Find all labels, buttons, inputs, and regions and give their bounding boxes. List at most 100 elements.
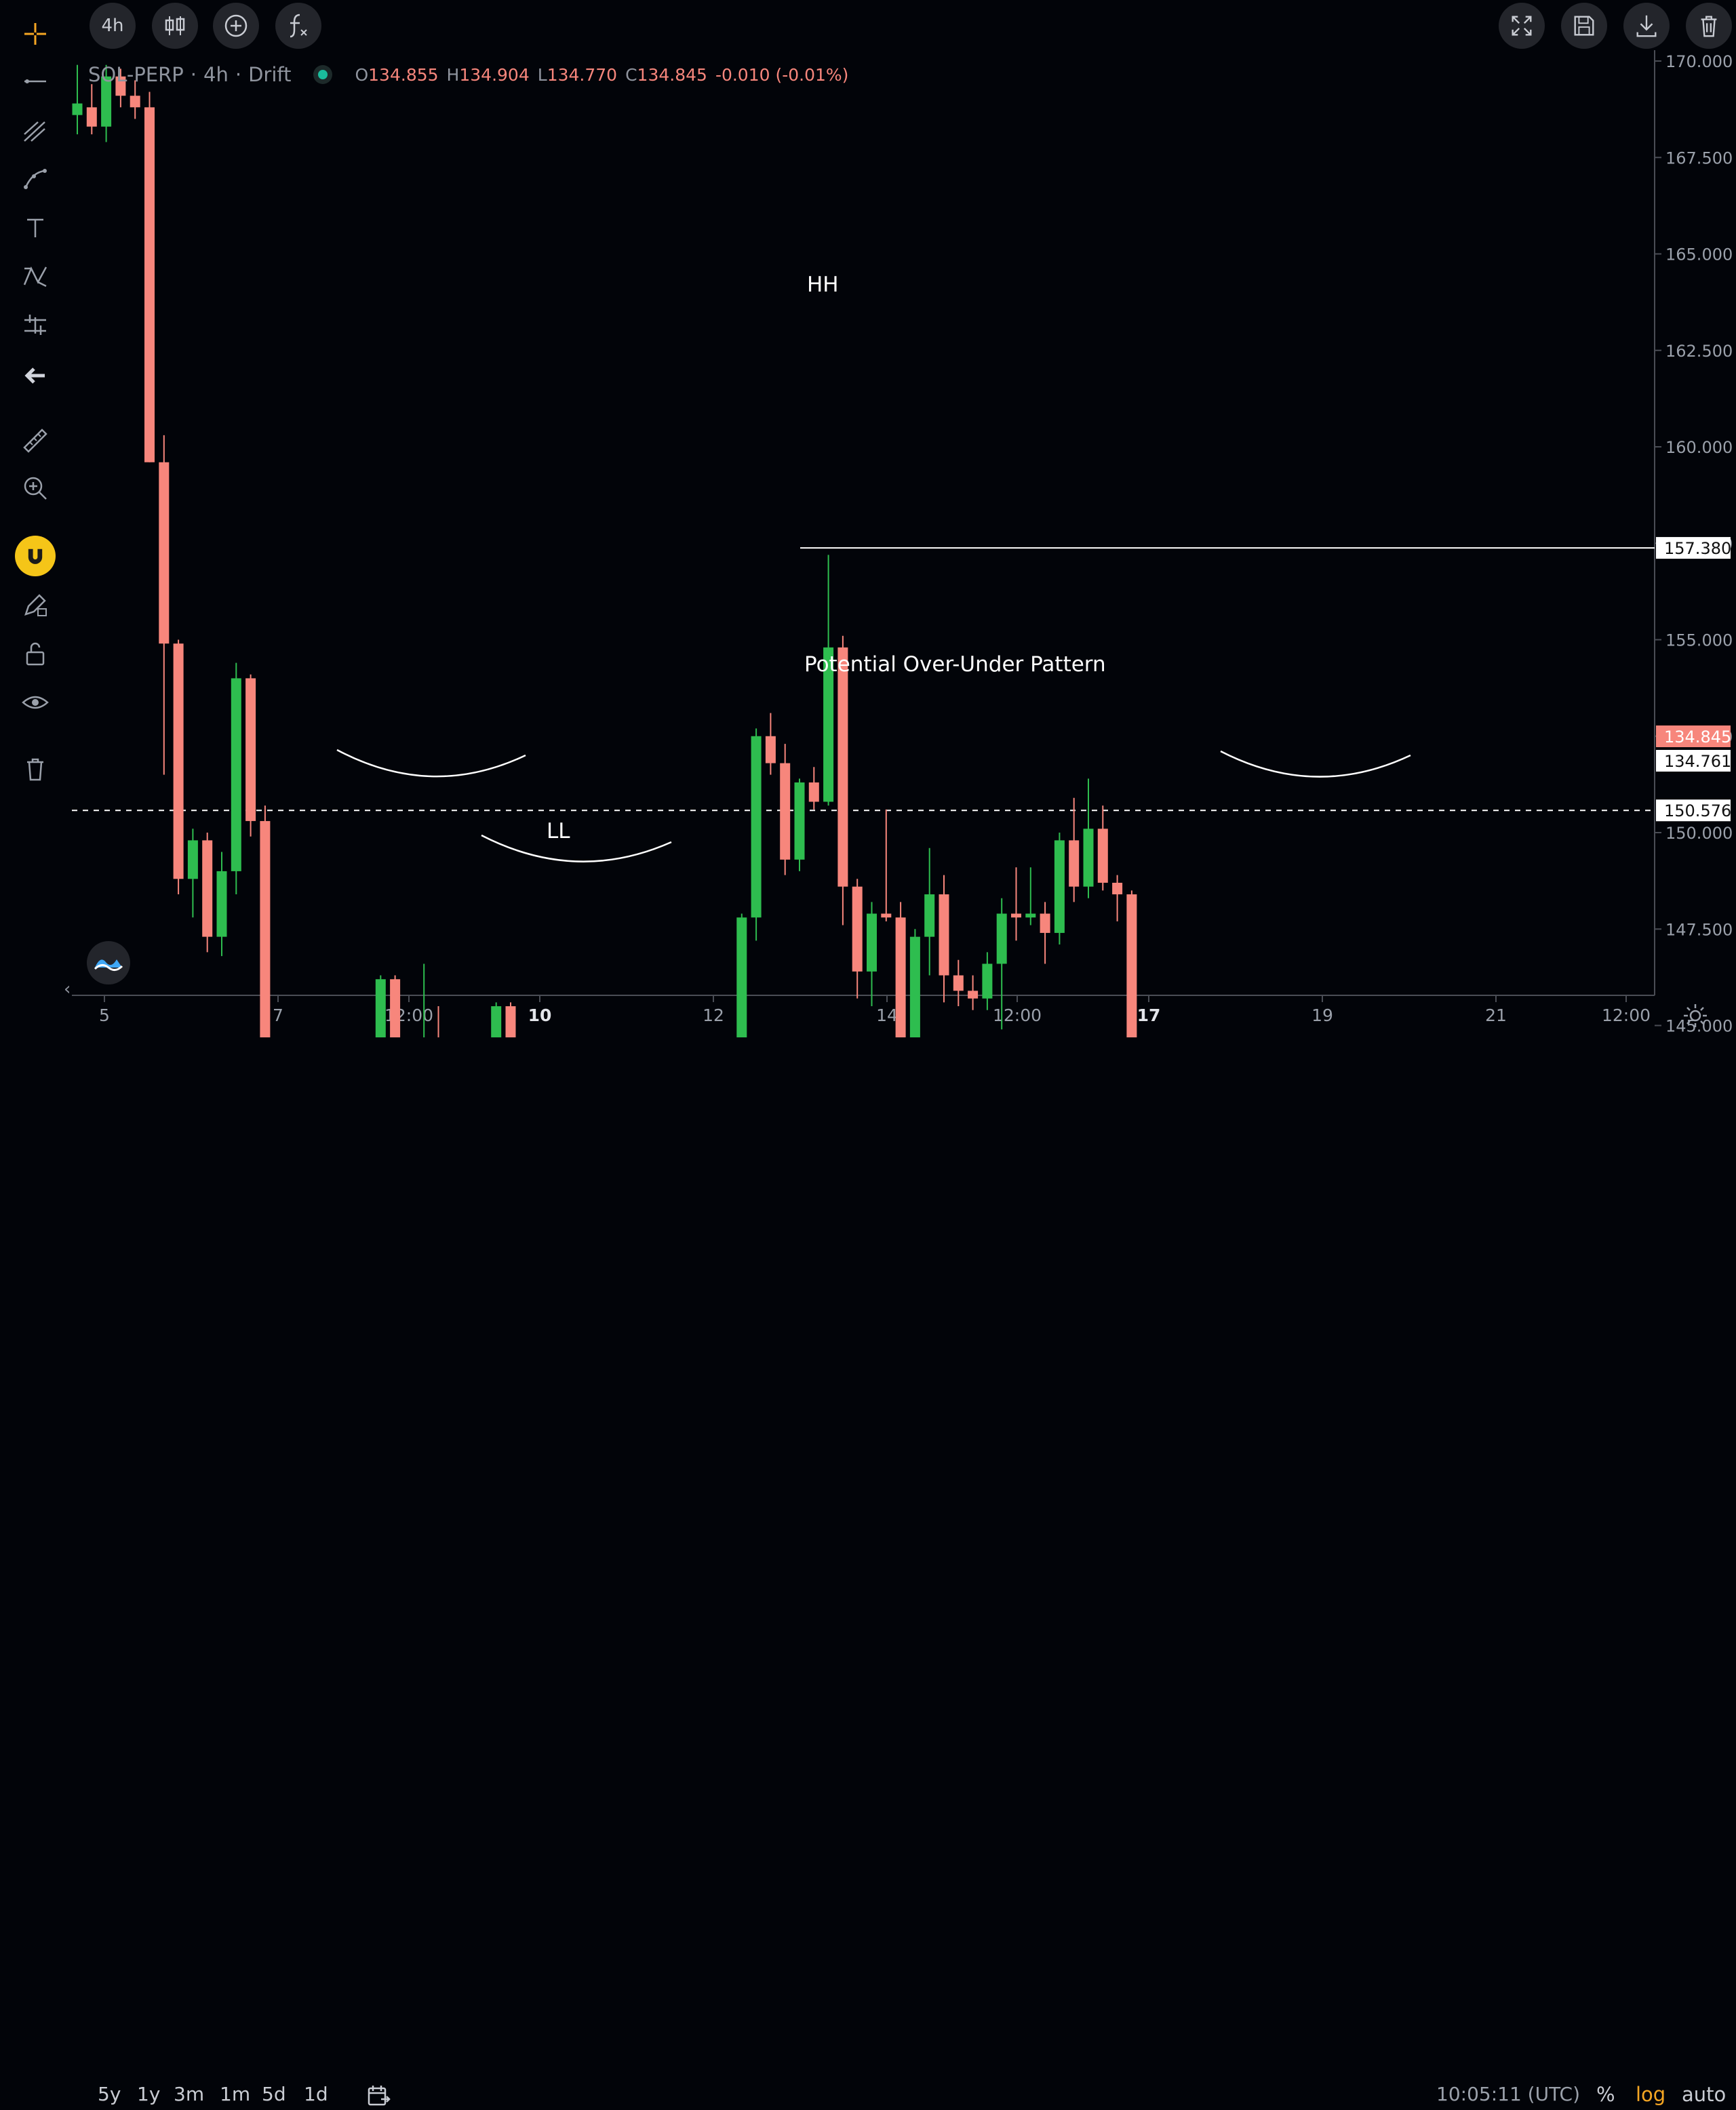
candle-body bbox=[1040, 913, 1050, 933]
pencil-lock-icon[interactable] bbox=[15, 584, 56, 625]
price-tick-label: 160.000 bbox=[1665, 438, 1733, 457]
save-icon bbox=[1574, 16, 1594, 36]
price-tick-label: 145.000 bbox=[1665, 1017, 1733, 1036]
candle-body bbox=[867, 913, 877, 972]
candle-body bbox=[202, 840, 213, 937]
pitchfork-icon[interactable] bbox=[15, 111, 56, 152]
symbol-legend: SOL-PERP · 4h · Drift O134.855 H134.904 … bbox=[88, 61, 848, 88]
candle-body bbox=[231, 678, 241, 871]
candle-body bbox=[260, 820, 271, 1037]
horizontal-line-icon[interactable] bbox=[15, 61, 56, 102]
chart-style-button[interactable] bbox=[152, 3, 198, 49]
candle-body bbox=[491, 1006, 502, 1037]
lock-icon[interactable] bbox=[15, 633, 56, 674]
legend-separator: · bbox=[235, 63, 242, 86]
low-value: L134.770 bbox=[537, 64, 618, 85]
range-1d[interactable]: 1d bbox=[304, 2083, 328, 2105]
candle-body bbox=[101, 76, 112, 127]
price-label-box bbox=[1656, 750, 1731, 772]
candle-body bbox=[1126, 894, 1137, 1037]
utc-clock[interactable]: 10:05:11 (UTC) bbox=[1436, 2083, 1581, 2105]
arrow-left-icon[interactable] bbox=[15, 355, 56, 396]
eye-icon[interactable] bbox=[15, 682, 56, 723]
price-chart[interactable]: 170.000167.500165.000162.500160.000157.5… bbox=[0, 0, 1736, 1037]
add-indicator-button[interactable] bbox=[213, 3, 259, 49]
ll-arc bbox=[481, 834, 672, 862]
price-tick-label: 162.500 bbox=[1665, 342, 1733, 361]
formula-button[interactable] bbox=[275, 3, 321, 49]
fullscreen-button[interactable] bbox=[1499, 3, 1545, 49]
time-tick-label: 12:00 bbox=[1602, 1006, 1651, 1025]
candle-body bbox=[939, 894, 949, 976]
settings-gear-icon[interactable] bbox=[1682, 1002, 1709, 1032]
auto-toggle[interactable]: auto bbox=[1682, 2083, 1727, 2106]
price-tick-label: 147.500 bbox=[1665, 920, 1733, 939]
tradingview-logo-icon[interactable] bbox=[87, 941, 130, 984]
symbol-interval: 4h bbox=[203, 63, 229, 86]
fx-icon bbox=[290, 14, 307, 38]
range-3m[interactable]: 3m bbox=[174, 2083, 205, 2105]
calendar-icon[interactable] bbox=[366, 2084, 391, 2110]
fullscreen-icon bbox=[1512, 16, 1532, 36]
candle-body bbox=[968, 991, 979, 999]
close-value: C134.845 bbox=[625, 64, 707, 85]
percent-toggle[interactable]: % bbox=[1596, 2083, 1615, 2106]
bottom-toolbar: 5y 1y 3m 1m 5d 1d 10:05:11 (UTC) % log a… bbox=[0, 1037, 1736, 2106]
candle-body bbox=[1112, 882, 1123, 895]
candle-body bbox=[144, 107, 155, 462]
save-button[interactable] bbox=[1561, 3, 1607, 49]
time-tick-label: 14 bbox=[876, 1006, 898, 1025]
crosshair-icon[interactable] bbox=[15, 14, 56, 54]
measure-icon[interactable] bbox=[15, 305, 56, 346]
range-1y[interactable]: 1y bbox=[137, 2083, 161, 2105]
right-shoulder-arc bbox=[1220, 750, 1411, 778]
candle-body bbox=[216, 871, 227, 937]
candle-body bbox=[505, 1006, 516, 1037]
candle-body bbox=[1025, 913, 1036, 918]
candle-body bbox=[1054, 840, 1065, 933]
ruler-icon[interactable] bbox=[15, 420, 56, 461]
candle-body bbox=[1083, 829, 1094, 887]
range-5d[interactable]: 5d bbox=[262, 2083, 286, 2105]
candle-body bbox=[881, 913, 892, 918]
range-5y[interactable]: 5y bbox=[98, 2083, 121, 2105]
time-tick-label: 12:00 bbox=[993, 1006, 1042, 1025]
price-label-box bbox=[1656, 799, 1731, 822]
change-value: -0.010 (-0.01%) bbox=[715, 64, 849, 85]
market-status-icon bbox=[318, 70, 328, 79]
path-icon[interactable] bbox=[15, 159, 56, 199]
download-icon bbox=[1636, 15, 1657, 37]
price-label-box bbox=[1656, 725, 1731, 747]
open-value: O134.855 bbox=[355, 64, 439, 85]
candle-body bbox=[187, 840, 198, 879]
hh-label: HH bbox=[807, 273, 839, 297]
time-tick-label: 7 bbox=[273, 1006, 283, 1025]
candle-body bbox=[173, 643, 184, 879]
zoom-in-icon[interactable] bbox=[15, 468, 56, 509]
download-button[interactable] bbox=[1623, 3, 1670, 49]
magnet-icon[interactable] bbox=[15, 536, 56, 576]
delete-button[interactable] bbox=[1686, 3, 1732, 49]
candle-body bbox=[982, 963, 993, 999]
interval-button[interactable]: 4h bbox=[90, 3, 136, 49]
text-icon[interactable] bbox=[15, 207, 56, 248]
log-toggle[interactable]: log bbox=[1636, 2083, 1666, 2106]
symbol-name[interactable]: SOL-PERP bbox=[88, 63, 184, 86]
pattern-label: Potential Over-Under Pattern bbox=[804, 652, 1106, 677]
candle-body bbox=[852, 886, 863, 972]
collapse-arrow-icon[interactable]: ‹ bbox=[64, 979, 71, 999]
high-value: H134.904 bbox=[446, 64, 530, 85]
candle-body bbox=[72, 103, 83, 115]
trash-icon bbox=[1701, 16, 1717, 37]
candle-body bbox=[115, 76, 126, 96]
range-1m[interactable]: 1m bbox=[220, 2083, 251, 2105]
candlestick-icon bbox=[165, 16, 185, 35]
pattern-icon[interactable] bbox=[15, 256, 56, 297]
candle-body bbox=[780, 763, 791, 860]
left-shoulder-arc bbox=[336, 749, 526, 778]
candle-body bbox=[765, 736, 776, 763]
candle-body bbox=[1069, 840, 1080, 887]
candle-body bbox=[1011, 913, 1021, 918]
trash-icon[interactable] bbox=[15, 749, 56, 789]
candle-body bbox=[751, 736, 762, 918]
